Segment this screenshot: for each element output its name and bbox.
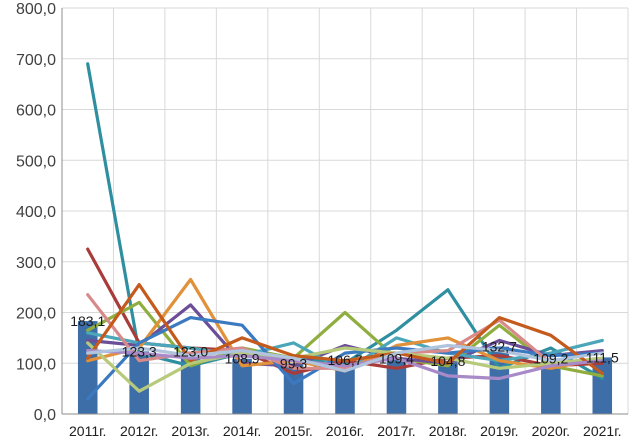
y-tick-label: 600,0: [16, 103, 56, 120]
bar-data-label: 132,7: [482, 339, 517, 355]
bars: [77, 321, 613, 414]
y-tick-label: 500,0: [16, 153, 56, 170]
y-tick-label: 700,0: [16, 52, 56, 69]
bar: [592, 357, 613, 414]
bar-data-label: 106,7: [327, 352, 362, 368]
bar-labels: 183,1 123,3 123,0 108,9 99,3 106,7 109,4 104,8 1…: [70, 313, 619, 372]
bar-data-label: 111,5: [586, 349, 619, 365]
y-tick-label: 800,0: [16, 1, 56, 18]
bar: [77, 321, 98, 414]
x-tick-label: 2015г.: [274, 423, 312, 439]
x-tick-label: 2018г.: [429, 423, 467, 439]
x-tick-label: 2020г.: [532, 423, 570, 439]
series-lines: [86, 62, 604, 401]
x-tick-label: 2011г.: [69, 423, 106, 439]
x-tick-label: 2013г.: [171, 423, 209, 439]
series-line: [86, 303, 604, 368]
bar-data-label: 108,9: [225, 351, 260, 367]
series-line: [86, 283, 604, 375]
series-line: [86, 343, 604, 373]
bar: [232, 358, 252, 414]
x-tick-label: 2017г.: [377, 423, 415, 439]
bar-data-label: 104,8: [430, 353, 465, 369]
y-tick-label: 200,0: [16, 306, 56, 323]
x-tick-label: 2019г.: [480, 423, 518, 439]
bar-data-label: 99,3: [280, 356, 307, 372]
series-line: [86, 341, 604, 393]
bar-data-label: 123,3: [122, 343, 157, 359]
y-axis: 0,0 100,0 200,0 300,0 400,0 500,0 600,0 700,0 80…: [16, 1, 63, 424]
y-tick-label: 0,0: [34, 407, 56, 424]
series-line: [86, 349, 604, 381]
x-axis: 2011г. 2012г. 2013г. 2014г. 2015г. 2016г. 2017…: [62, 413, 628, 439]
bar: [335, 359, 355, 414]
series-line: [86, 316, 604, 401]
x-tick-label: 2012г.: [120, 423, 158, 439]
bar-data-label: 109,2: [533, 351, 568, 367]
bar-data-label: 183,1: [70, 313, 105, 329]
series-line: [86, 62, 604, 381]
y-tick-label: 400,0: [16, 204, 56, 221]
bar-data-label: 123,0: [173, 344, 208, 360]
x-tick-label: 2016г.: [326, 423, 364, 439]
y-tick-label: 100,0: [16, 356, 56, 373]
bar: [541, 358, 561, 414]
bar: [386, 358, 407, 414]
x-tick-label: 2021г.: [583, 423, 621, 439]
series-line: [86, 300, 604, 378]
y-tick-label: 300,0: [16, 255, 56, 272]
bar-data-label: 109,4: [379, 350, 414, 366]
bar: [129, 351, 149, 414]
x-tick-label: 2014г.: [223, 423, 261, 439]
